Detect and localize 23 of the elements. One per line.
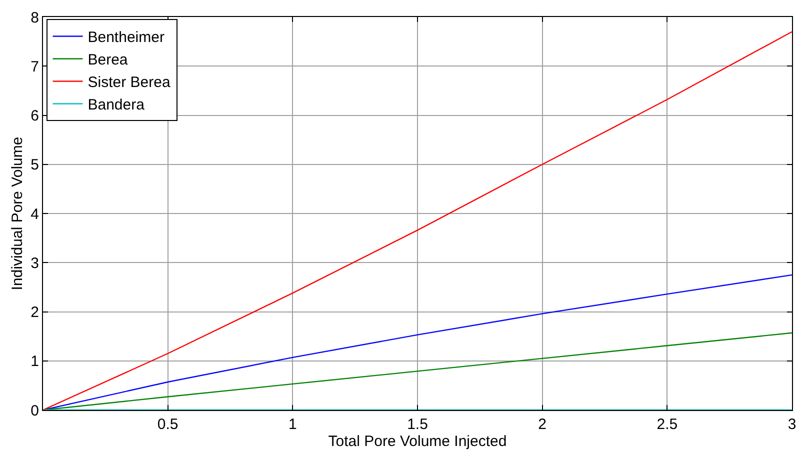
y-tick-label: 5 [30,156,39,174]
legend-label: Berea [88,52,128,69]
y-tick-label: 6 [30,108,39,124]
y-tick-label: 4 [30,206,39,223]
line-series [43,332,792,410]
y-tick-label: 3 [30,254,39,272]
y-tick-label: 8 [30,9,39,26]
legend-label: Bentheimer [88,29,164,46]
x-tick-label: 3 [788,416,796,433]
x-tick-label: 0.5 [157,416,178,433]
x-axis-title: Total Pore Volume Injected [328,433,507,450]
x-tick-label: 2.5 [656,416,678,433]
x-tick-label: 1.5 [407,416,428,433]
y-axis-title: Individual Pore Volume [8,136,26,290]
x-tick-label: 1 [288,416,297,433]
legend-label: Sister Berea [88,74,171,92]
line-series [43,31,792,410]
y-tick-label: 7 [30,58,39,76]
legend-label: Bandera [88,96,146,114]
y-tick-label: 2 [30,304,39,321]
x-tick-label: 2 [538,416,546,433]
y-tick-label: 0 [30,402,39,420]
y-tick-label: 1 [30,353,39,370]
